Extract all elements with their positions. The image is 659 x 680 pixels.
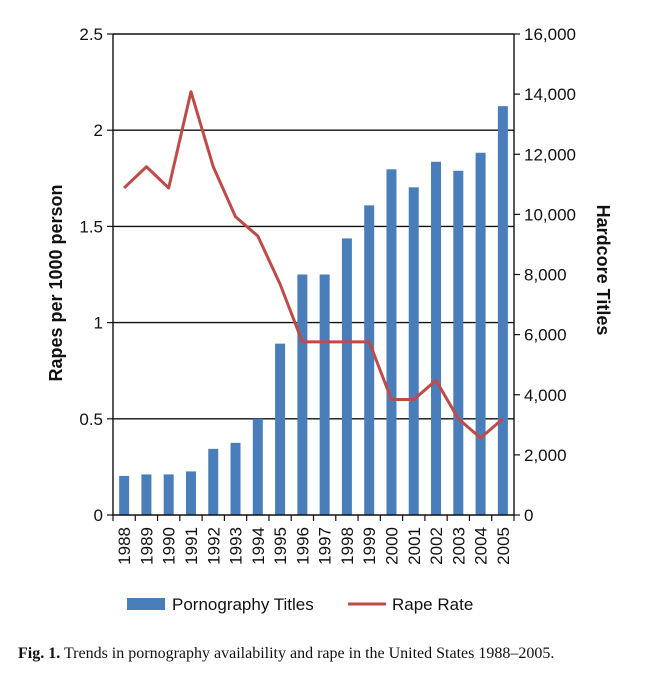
- right-y-tick-label: 6,000: [524, 326, 567, 345]
- axes: [107, 33, 520, 521]
- caption-text: Trends in pornography availability and r…: [63, 645, 555, 662]
- x-tick-label: 1989: [137, 527, 156, 565]
- x-tick-label: 1995: [271, 527, 290, 565]
- x-tick-label: 2003: [449, 527, 468, 565]
- chart: 0 0.5 1 1.5 2 2.5 0 2,000 4,000 6,000 8,000 10,000…: [46, 25, 613, 614]
- left-y-tick-label: 1: [94, 314, 103, 333]
- right-y-tick-label: 14,000: [524, 85, 576, 104]
- line-series: [123, 90, 504, 440]
- bar: [431, 161, 442, 515]
- right-y-tick-label: 12,000: [524, 145, 576, 164]
- bar: [141, 474, 152, 515]
- x-tick-label: 1988: [115, 527, 134, 565]
- bar: [185, 471, 196, 515]
- left-y-tick-label: 2: [94, 121, 103, 140]
- x-tick-label: 1996: [293, 527, 312, 565]
- rape-rate-line: [123, 90, 504, 440]
- left-y-tick-label: 2.5: [79, 25, 103, 44]
- right-y-tick-labels: 0 2,000 4,000 6,000 8,000 10,000 12,000 14,000 1…: [524, 25, 576, 525]
- left-y-tick-label: 0.5: [79, 410, 103, 429]
- x-tick-label: 2004: [472, 527, 491, 565]
- x-tick-label: 2001: [405, 527, 424, 565]
- bar: [475, 152, 486, 515]
- legend-label-line: Rape Rate: [392, 595, 473, 614]
- bar: [163, 474, 174, 515]
- left-y-tick-labels: 0 0.5 1 1.5 2 2.5: [79, 25, 103, 525]
- x-tick-label: 1994: [249, 527, 268, 565]
- x-tick-label: 1999: [360, 527, 379, 565]
- x-tick-label: 1997: [316, 527, 335, 565]
- bar: [341, 238, 352, 516]
- bar-series: [119, 106, 508, 516]
- bar: [252, 418, 263, 515]
- right-y-tick-label: 10,000: [524, 205, 576, 224]
- x-tick-labels: 1988 1989 1990 1991 1992 1993 1994 1995 1996 1997…: [115, 527, 513, 565]
- left-y-tick-label: 1.5: [79, 217, 103, 236]
- x-tick-label: 1992: [204, 527, 223, 565]
- right-y-tick-label: 16,000: [524, 25, 576, 44]
- bar: [275, 343, 286, 515]
- right-y-tick-label: 8,000: [524, 266, 567, 285]
- right-y-tick-label: 0: [524, 506, 533, 525]
- bar: [408, 187, 419, 515]
- x-tick-label: 1998: [338, 527, 357, 565]
- right-y-axis-title: Hardcore Titles: [593, 205, 613, 336]
- gridlines: [113, 33, 514, 420]
- bar: [230, 442, 241, 515]
- bar: [119, 475, 130, 515]
- caption-label: Fig. 1.: [18, 645, 61, 662]
- right-y-tick-label: 2,000: [524, 446, 567, 465]
- x-tick-label: 2002: [427, 527, 446, 565]
- right-y-tick-label: 4,000: [524, 386, 567, 405]
- bar: [319, 274, 330, 515]
- x-tick-label: 1991: [182, 527, 201, 565]
- left-y-axis-title: Rapes per 1000 person: [46, 184, 66, 381]
- bar: [386, 169, 397, 515]
- legend-label-bars: Pornography Titles: [172, 595, 314, 614]
- x-tick-label: 2000: [382, 527, 401, 565]
- bar: [453, 170, 464, 516]
- bar: [364, 205, 375, 515]
- figure-caption: Fig. 1. Trends in pornography availabili…: [18, 645, 648, 663]
- left-y-tick-label: 0: [94, 506, 103, 525]
- bar: [297, 274, 308, 515]
- legend: Pornography Titles Rape Rate: [127, 595, 473, 614]
- bar: [497, 106, 508, 516]
- x-tick-label: 1993: [227, 527, 246, 565]
- bar: [208, 448, 219, 515]
- x-tick-label: 2005: [494, 527, 513, 565]
- x-tick-label: 1990: [160, 527, 179, 565]
- legend-swatch-bars: [127, 598, 165, 610]
